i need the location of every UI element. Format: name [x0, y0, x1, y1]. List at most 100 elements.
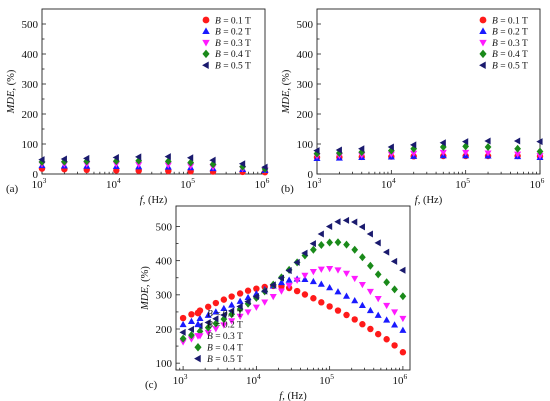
data-point [351, 296, 359, 304]
data-point [514, 151, 522, 158]
series-1 [313, 152, 544, 161]
data-point [60, 155, 67, 163]
y-tick-label: 300 [156, 290, 173, 302]
x-tick-label: 106 [530, 176, 545, 191]
legend-marker [202, 16, 210, 24]
data-point [227, 307, 235, 315]
data-point [343, 240, 350, 249]
data-point [387, 151, 395, 158]
data-point [309, 277, 317, 285]
data-point [209, 160, 217, 169]
data-point [293, 258, 300, 266]
x-tick-label: 103 [32, 176, 47, 191]
data-point [374, 270, 382, 279]
legend-label: B = 0.1 T [207, 309, 243, 319]
legend-marker [479, 16, 487, 24]
data-point [410, 141, 417, 149]
panel-label: (c) [145, 379, 158, 391]
legend: B = 0.1 T B = 0.2 TB = 0.3 TB = 0.4 T B = … [479, 16, 528, 72]
data-point [374, 311, 382, 318]
data-point [342, 292, 351, 299]
data-point [383, 336, 390, 343]
legend-marker [202, 39, 210, 47]
data-point [358, 282, 366, 289]
data-point [187, 336, 195, 343]
data-point [285, 267, 292, 275]
y-axis-title: MDE, (%) [140, 266, 151, 311]
data-point [253, 285, 260, 292]
x-tick-label: 103 [173, 372, 188, 387]
data-point [387, 143, 394, 151]
data-point [310, 245, 317, 254]
data-point [484, 137, 491, 145]
data-point [209, 156, 216, 164]
y-tick-label: 300 [22, 79, 39, 91]
data-point [301, 272, 309, 280]
series-5 [179, 216, 406, 336]
data-point [391, 321, 399, 328]
data-point [313, 147, 320, 155]
data-point [236, 302, 243, 310]
data-point [277, 288, 285, 295]
data-point [342, 216, 350, 224]
data-point [326, 265, 334, 273]
data-point [269, 281, 276, 289]
data-point [513, 137, 521, 145]
data-point [135, 161, 143, 169]
legend-label: B = 0.4 T [492, 50, 528, 60]
y-tick-label: 100 [297, 139, 314, 151]
x-axis-title: f, (Hz) [415, 195, 443, 206]
legend-marker [194, 354, 201, 363]
data-point [462, 142, 470, 151]
data-point [359, 321, 366, 328]
data-point [212, 326, 220, 333]
legend-marker [479, 39, 487, 47]
y-tick-label: 100 [22, 139, 39, 151]
data-point [179, 334, 187, 343]
x-tick-label: 106 [393, 372, 408, 387]
data-point [220, 304, 228, 312]
data-point [179, 320, 187, 328]
data-point [514, 144, 521, 153]
panel-label: (a) [6, 183, 19, 195]
y-tick-label: 200 [297, 109, 314, 121]
data-point [236, 313, 244, 321]
legend-label: B = 0.4 T [215, 50, 251, 60]
legend-marker [202, 61, 209, 69]
series-3 [179, 265, 407, 346]
data-point [187, 325, 195, 333]
data-point [261, 287, 268, 295]
legend-marker [202, 49, 210, 59]
data-point [358, 223, 365, 231]
data-point [252, 304, 260, 311]
x-tick-label: 105 [180, 176, 195, 191]
data-point [399, 292, 407, 301]
series-2 [38, 161, 269, 173]
data-point [204, 318, 211, 327]
legend-marker [194, 309, 202, 317]
series-4 [313, 142, 544, 158]
y-tick-label: 500 [156, 221, 173, 233]
data-point [244, 309, 252, 316]
data-point [359, 253, 366, 262]
data-point [212, 299, 220, 307]
data-point [391, 309, 399, 316]
data-point [301, 291, 309, 298]
y-tick-label: 0 [33, 169, 39, 181]
data-point [326, 238, 333, 247]
data-point [285, 283, 293, 290]
x-tick-label: 104 [246, 372, 261, 387]
legend-label: B = 0.3 T [207, 332, 243, 342]
legend-marker [194, 320, 202, 328]
legend-label: B = 0.4 T [207, 344, 243, 354]
data-point [351, 275, 359, 283]
data-point [179, 314, 187, 322]
series-2 [313, 152, 544, 161]
data-point [367, 261, 374, 270]
data-point [317, 230, 324, 238]
data-point [383, 278, 391, 287]
data-point [358, 301, 366, 308]
data-point [238, 160, 246, 168]
data-point [484, 143, 492, 151]
legend-label: B = 0.3 T [215, 39, 251, 49]
